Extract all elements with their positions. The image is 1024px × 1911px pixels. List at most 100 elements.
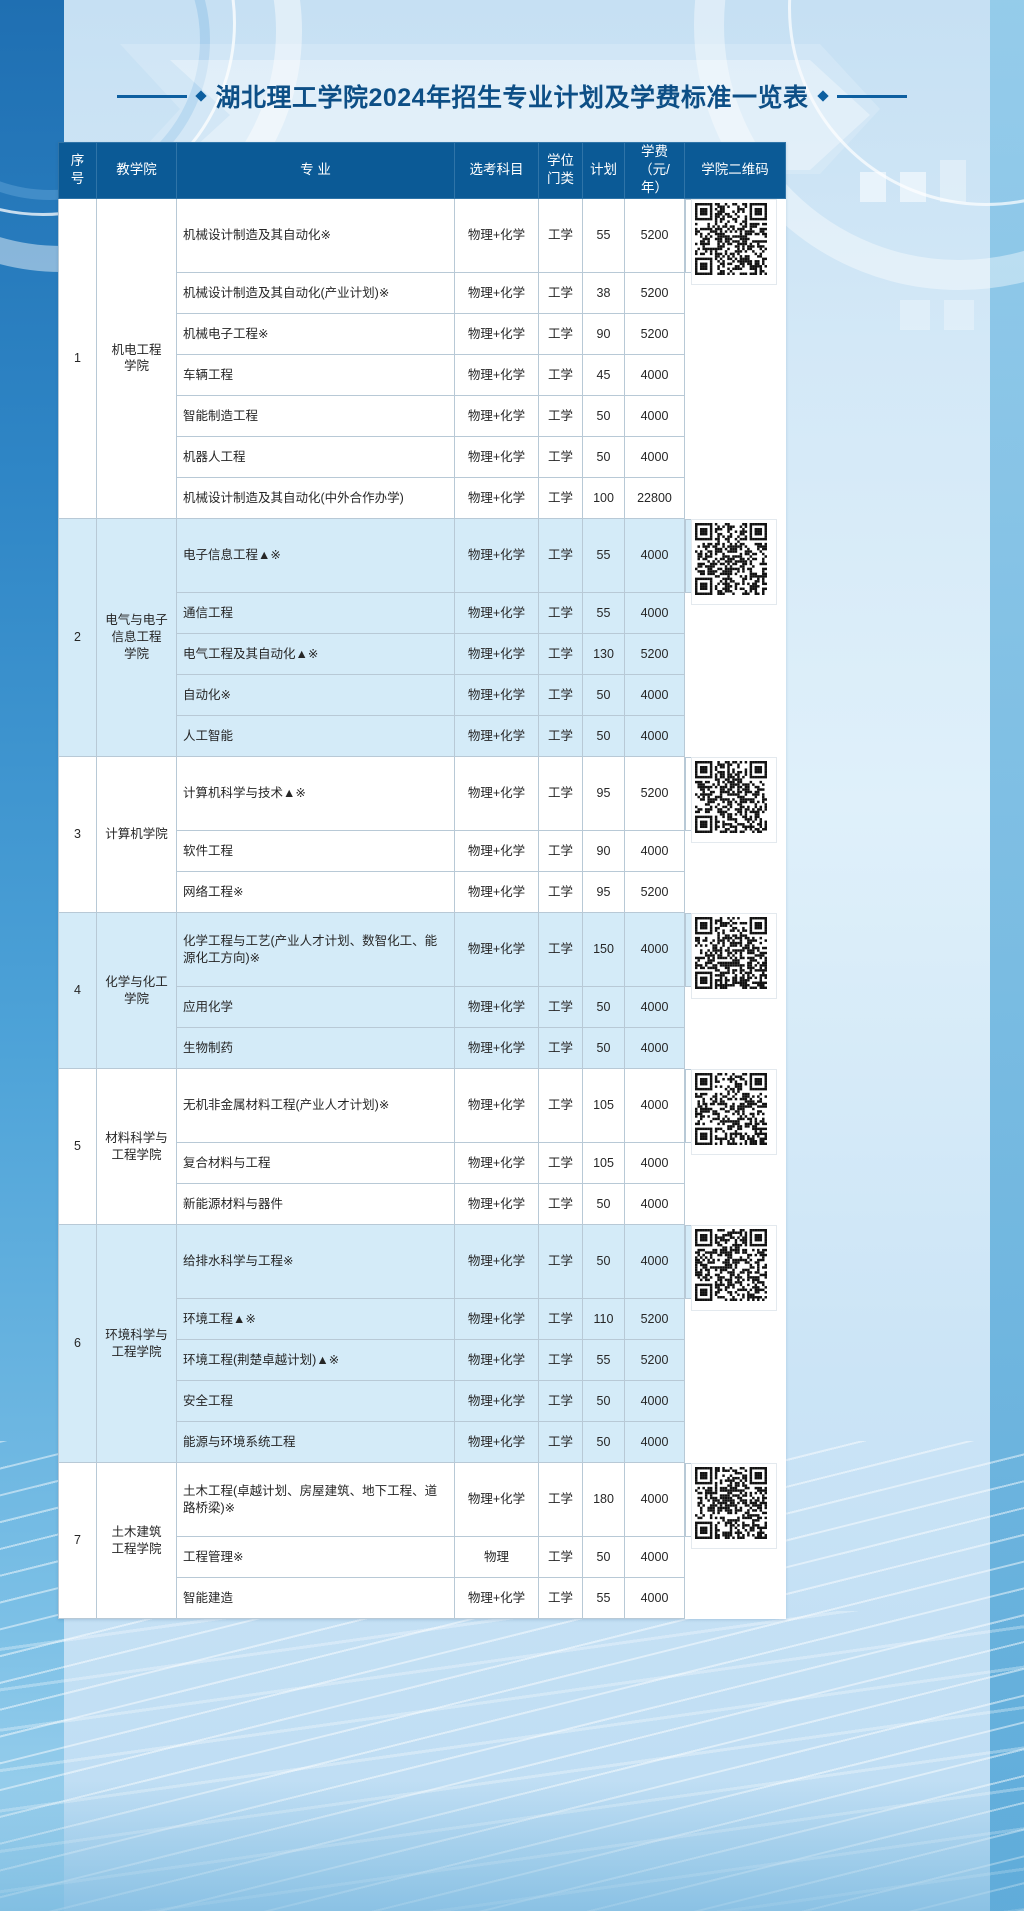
- degree-cell: 工学: [538, 633, 583, 676]
- table-header-row: 序号 教学院 专 业 选考科目 学位 门类 计划 学费 （元/年） 学院二维码: [58, 142, 786, 199]
- major-name-text: 计算机科学与技术▲※: [183, 786, 306, 801]
- tuition-fee-cell: 4000: [624, 1224, 685, 1300]
- plan-count-cell: 95: [582, 756, 625, 832]
- major-name-text: 复合材料与工程: [183, 1155, 271, 1170]
- major-name-cell: 智能建造: [176, 1577, 455, 1620]
- degree-cell: 工学: [538, 313, 583, 356]
- table-row: 通信工程 物理+化学 工学 55 4000: [59, 592, 786, 635]
- decorative-square: [940, 160, 966, 202]
- major-name-cell: 智能制造工程: [176, 395, 455, 438]
- college-name-cell: 土木建筑 工程学院: [96, 1462, 177, 1620]
- college-qr-code-cell[interactable]: [685, 198, 776, 284]
- plan-count-cell: 110: [582, 1298, 625, 1341]
- subject-cell: 物理+化学: [454, 1183, 539, 1226]
- row-index-cell: 3: [58, 756, 97, 914]
- table-row: 车辆工程 物理+化学 工学 45 4000: [59, 354, 786, 397]
- major-name-cell: 人工智能: [176, 715, 455, 758]
- plan-count-cell: 100: [582, 477, 625, 520]
- col-header-fee-line1: 学费: [641, 144, 668, 159]
- degree-cell: 工学: [538, 197, 583, 274]
- plan-count-cell: 50: [582, 986, 625, 1029]
- plan-count-cell: 50: [582, 395, 625, 438]
- col-header-subject: 选考科目: [454, 142, 539, 199]
- college-name-line: 学院: [123, 991, 149, 1006]
- college-qr-code-cell[interactable]: [685, 756, 776, 842]
- title-dot-right: [816, 90, 829, 102]
- major-name-cell: 通信工程: [176, 592, 455, 635]
- major-name-text: 给排水科学与工程※: [183, 1254, 294, 1269]
- major-name-cell: 机器人工程: [176, 436, 455, 479]
- plan-table-wrapper: 序号 教学院 专 业 选考科目 学位 门类 计划 学费 （元/年） 学院二维码 …: [58, 142, 968, 1620]
- major-name-text: 软件工程: [183, 843, 234, 858]
- col-header-degree-line1: 学位: [547, 153, 574, 169]
- table-row: 机械设计制造及其自动化(中外合作办学) 物理+化学 工学 100 22800: [59, 477, 786, 520]
- college-qr-code-cell[interactable]: [685, 1068, 776, 1154]
- major-name-cell: 安全工程: [176, 1380, 455, 1423]
- major-name-cell: 无机非金属材料工程(产业人才计划)※: [176, 1068, 455, 1144]
- degree-cell: 工学: [538, 1298, 583, 1341]
- college-name-line: 工程学院: [111, 1147, 162, 1162]
- college-name-line: 机电工程: [111, 342, 162, 357]
- plan-count-cell: 90: [582, 830, 625, 873]
- subject-cell: 物理+化学: [454, 1027, 539, 1070]
- tuition-fee-cell: 5200: [624, 272, 685, 315]
- plan-count-cell: 150: [582, 912, 625, 988]
- tuition-fee-cell: 4000: [624, 912, 685, 988]
- tuition-fee-cell: 5200: [624, 1298, 685, 1341]
- major-name-text: 通信工程: [183, 605, 234, 620]
- college-name-cell: 计算机学院: [96, 756, 177, 914]
- degree-cell: 工学: [538, 354, 583, 397]
- major-name-text: 智能制造工程: [183, 408, 259, 423]
- subject-cell: 物理+化学: [454, 1068, 539, 1144]
- col-header-plan: 计划: [582, 142, 625, 199]
- qr-code-icon[interactable]: [692, 1463, 776, 1548]
- major-name-text: 工程管理※: [183, 1549, 244, 1564]
- major-name-cell: 复合材料与工程: [176, 1142, 455, 1185]
- degree-cell: 工学: [538, 1142, 583, 1185]
- plan-count-cell: 105: [582, 1068, 625, 1144]
- college-qr-code-cell[interactable]: [685, 518, 776, 604]
- qr-code-icon[interactable]: [692, 1069, 776, 1154]
- qr-code-icon[interactable]: [692, 1225, 776, 1310]
- major-name-cell: 新能源材料与器件: [176, 1183, 455, 1226]
- tuition-fee-cell: 22800: [624, 477, 685, 520]
- page-title-text: 湖北理工学院2024年招生专业计划及学费标准一览表: [215, 84, 809, 112]
- col-header-degree-line2: 门类: [547, 171, 574, 187]
- degree-cell: 工学: [538, 436, 583, 479]
- col-header-degree: 学位 门类: [538, 142, 583, 199]
- qr-code-icon[interactable]: [692, 757, 776, 842]
- table-row: 应用化学 物理+化学 工学 50 4000: [59, 986, 786, 1029]
- college-qr-code-cell[interactable]: [685, 1224, 776, 1310]
- plan-count-cell: 55: [582, 518, 625, 594]
- college-qr-code-cell[interactable]: [685, 1462, 776, 1548]
- major-name-cell: 环境工程(荆楚卓越计划)▲※: [176, 1339, 455, 1382]
- subject-cell: 物理+化学: [454, 1421, 539, 1464]
- row-index-cell: 1: [58, 197, 97, 520]
- degree-cell: 工学: [538, 1183, 583, 1226]
- decorative-square: [900, 172, 926, 202]
- major-name-text: 车辆工程: [183, 367, 234, 382]
- degree-cell: 工学: [538, 592, 583, 635]
- subject-cell: 物理+化学: [454, 518, 539, 594]
- major-name-text: 安全工程: [183, 1393, 234, 1408]
- college-name-line: 学院: [123, 359, 149, 374]
- qr-code-icon[interactable]: [692, 199, 776, 284]
- degree-cell: 工学: [538, 912, 583, 988]
- degree-cell: 工学: [538, 477, 583, 520]
- tuition-fee-cell: 4000: [624, 1462, 685, 1538]
- qr-code-icon[interactable]: [692, 913, 776, 998]
- college-name-line: 计算机学院: [105, 827, 168, 842]
- qr-code-icon[interactable]: [692, 519, 776, 604]
- college-name-cell: 电气与电子 信息工程 学院: [96, 518, 177, 758]
- college-qr-code-cell[interactable]: [685, 912, 776, 998]
- subject-cell: 物理+化学: [454, 912, 539, 988]
- college-name-line: 电气与电子: [105, 613, 168, 628]
- table-row: 机械电子工程※ 物理+化学 工学 90 5200: [59, 313, 786, 356]
- tuition-fee-cell: 4000: [624, 436, 685, 479]
- degree-cell: 工学: [538, 395, 583, 438]
- page-title: 湖北理工学院2024年招生专业计划及学费标准一览表: [0, 78, 1024, 114]
- decorative-square: [944, 300, 974, 330]
- college-name-line: 化学与化工: [105, 974, 168, 989]
- major-name-text: 无机非金属材料工程(产业人才计划)※: [183, 1098, 390, 1113]
- plan-count-cell: 50: [582, 1536, 625, 1579]
